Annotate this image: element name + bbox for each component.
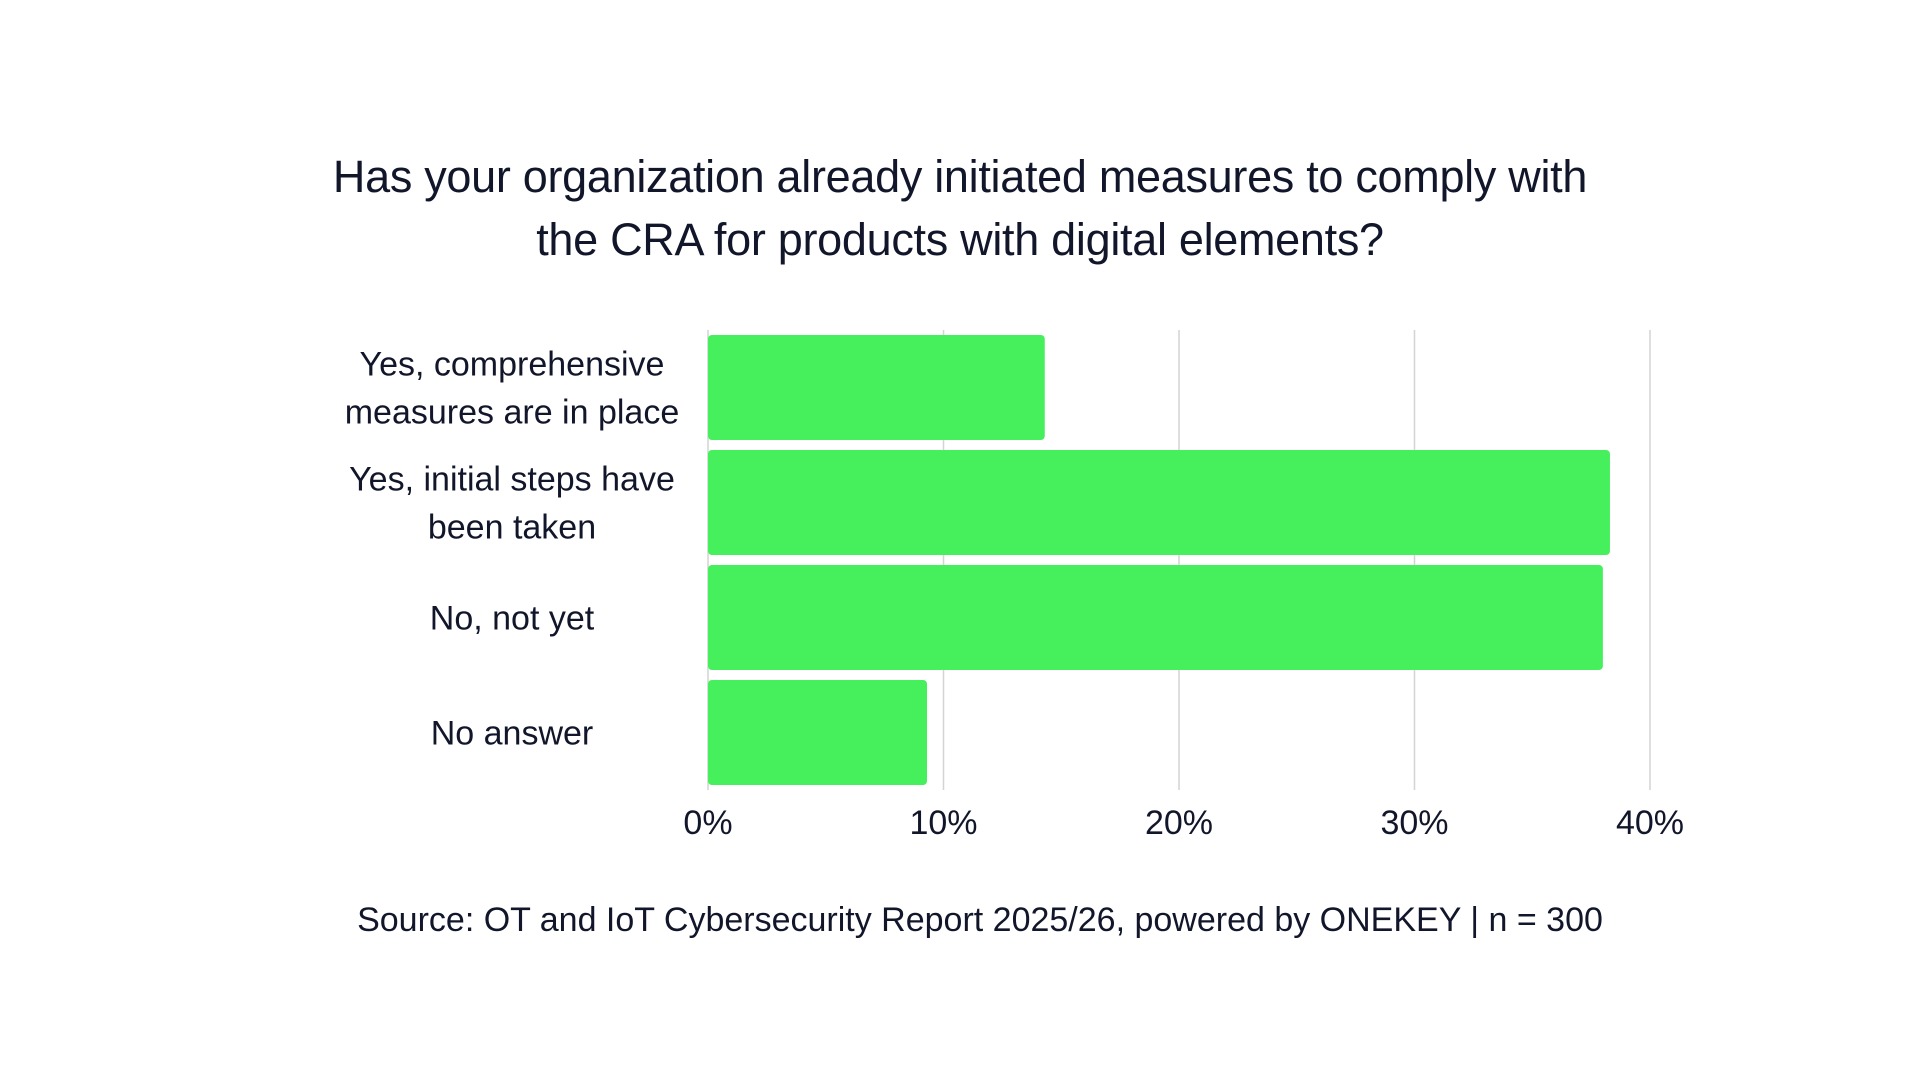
x-tick-label-10: 10% [909,804,977,842]
category-label-0-line-0: Yes, comprehensive [360,346,665,384]
bar-2 [708,565,1603,670]
x-tick-label-0: 0% [683,804,732,842]
source-note: Source: OT and IoT Cybersecurity Report … [357,901,1603,939]
category-label-1-line-1: been taken [428,509,596,547]
category-label-0-line-1: measures are in place [345,394,680,432]
category-label-3-line-0: No answer [431,715,594,753]
bar-1 [708,450,1610,555]
bar-3 [708,680,928,785]
chart-title-line-1: Has your organization already initiated … [332,151,1588,202]
bar-0 [708,335,1045,440]
x-tick-label-30: 30% [1380,804,1448,842]
x-tick-label-20: 20% [1145,804,1213,842]
category-label-1-line-0: Yes, initial steps have [349,461,675,499]
category-label-2-line-0: No, not yet [430,600,595,638]
x-tick-label-40: 40% [1616,804,1684,842]
chart-title-line-2: the CRA for products with digital elemen… [536,214,1384,265]
